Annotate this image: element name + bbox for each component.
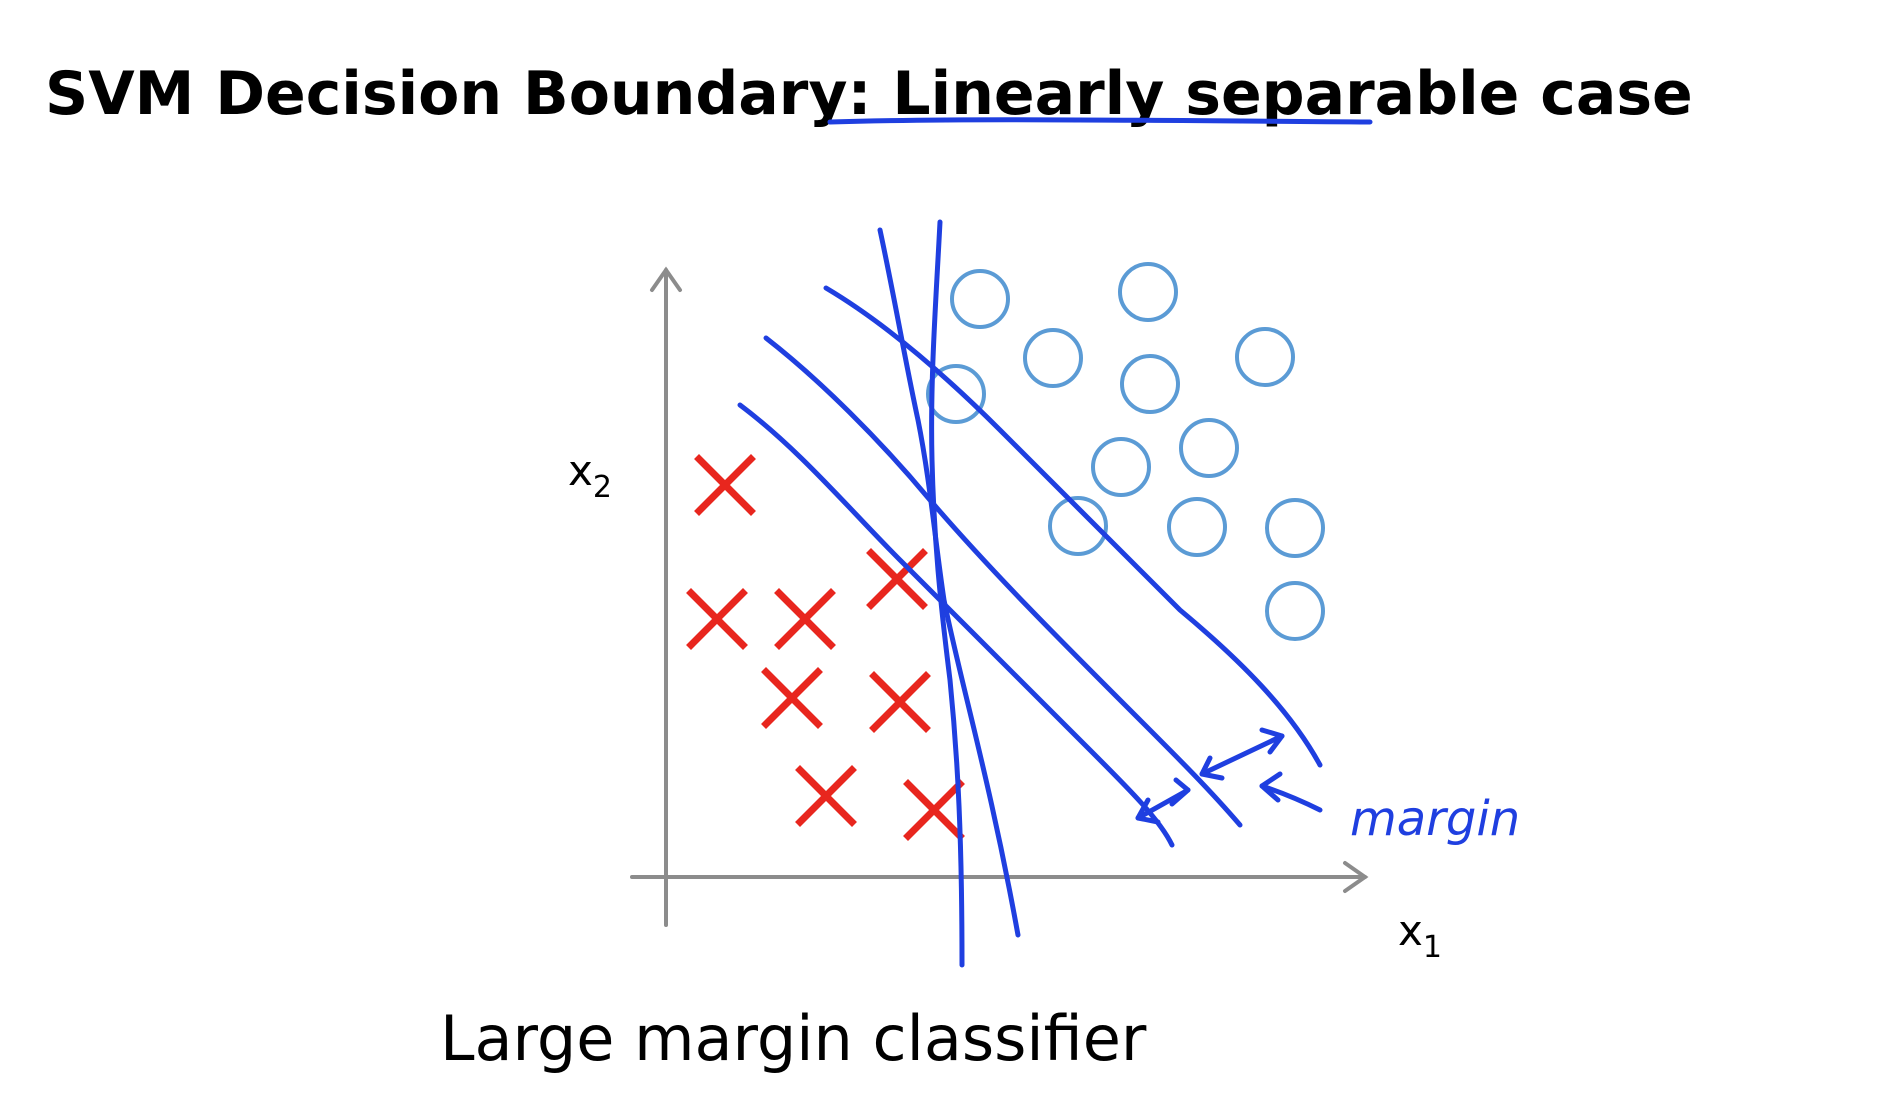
positive-point	[1118, 262, 1178, 322]
negative-points	[686, 454, 965, 841]
boundary-diagonal-middle	[763, 335, 1243, 828]
slide-title: SVM Decision Boundary: Linearly separabl…	[45, 59, 1693, 129]
positive-point	[1091, 437, 1151, 497]
title-underline	[827, 117, 1373, 125]
title-suffix: case	[1519, 59, 1692, 129]
x-axis-label-main: x	[1398, 906, 1423, 955]
axes	[630, 266, 1369, 927]
positive-point	[1048, 496, 1108, 556]
y-axis-label-main: x	[568, 446, 593, 495]
positive-point	[1179, 418, 1239, 478]
title-prefix: SVM Decision Boundary:	[45, 59, 892, 129]
margin-arrow-lower-head-a	[1135, 797, 1161, 825]
margin-arrow-upper-head-b	[1259, 727, 1285, 755]
negative-point	[686, 588, 748, 650]
x-axis-label: x1	[1398, 906, 1442, 965]
decision-boundaries	[737, 219, 1323, 968]
positive-point	[1120, 354, 1180, 414]
positive-point	[1167, 497, 1227, 557]
negative-point	[866, 548, 928, 610]
positive-point	[926, 364, 986, 424]
negative-point	[795, 765, 857, 827]
positive-point	[1265, 498, 1325, 558]
positive-point	[950, 269, 1010, 329]
y-axis-label: x2	[568, 446, 612, 505]
boundary-vertical-2	[929, 219, 965, 968]
boundary-diagonal-lower	[737, 402, 1175, 848]
margin-pointer-arrow	[1259, 783, 1323, 813]
x-axis-arrowhead	[1343, 861, 1369, 893]
negative-point	[903, 779, 965, 841]
y-axis-label-sub: 2	[593, 470, 612, 505]
slide-caption: Large margin classifier	[440, 1002, 1147, 1075]
negative-point	[774, 588, 836, 650]
margin-pointer-arrow-head	[1259, 771, 1283, 803]
margin-arrow-upper-head-a	[1199, 755, 1225, 781]
margin-label: margin	[1350, 791, 1520, 847]
margin-arrow-upper	[1199, 733, 1285, 777]
negative-point	[694, 454, 756, 516]
positive-point	[1265, 581, 1325, 641]
boundary-diagonal-upper	[823, 285, 1323, 768]
x-axis-label-sub: 1	[1423, 930, 1442, 965]
positive-point	[1235, 327, 1295, 387]
positive-points	[926, 262, 1325, 641]
positive-point	[1023, 328, 1083, 388]
margin-arrow-lower-head-b	[1169, 777, 1191, 807]
y-axis-arrowhead	[650, 266, 682, 292]
negative-point	[761, 667, 823, 729]
negative-point	[869, 671, 931, 733]
